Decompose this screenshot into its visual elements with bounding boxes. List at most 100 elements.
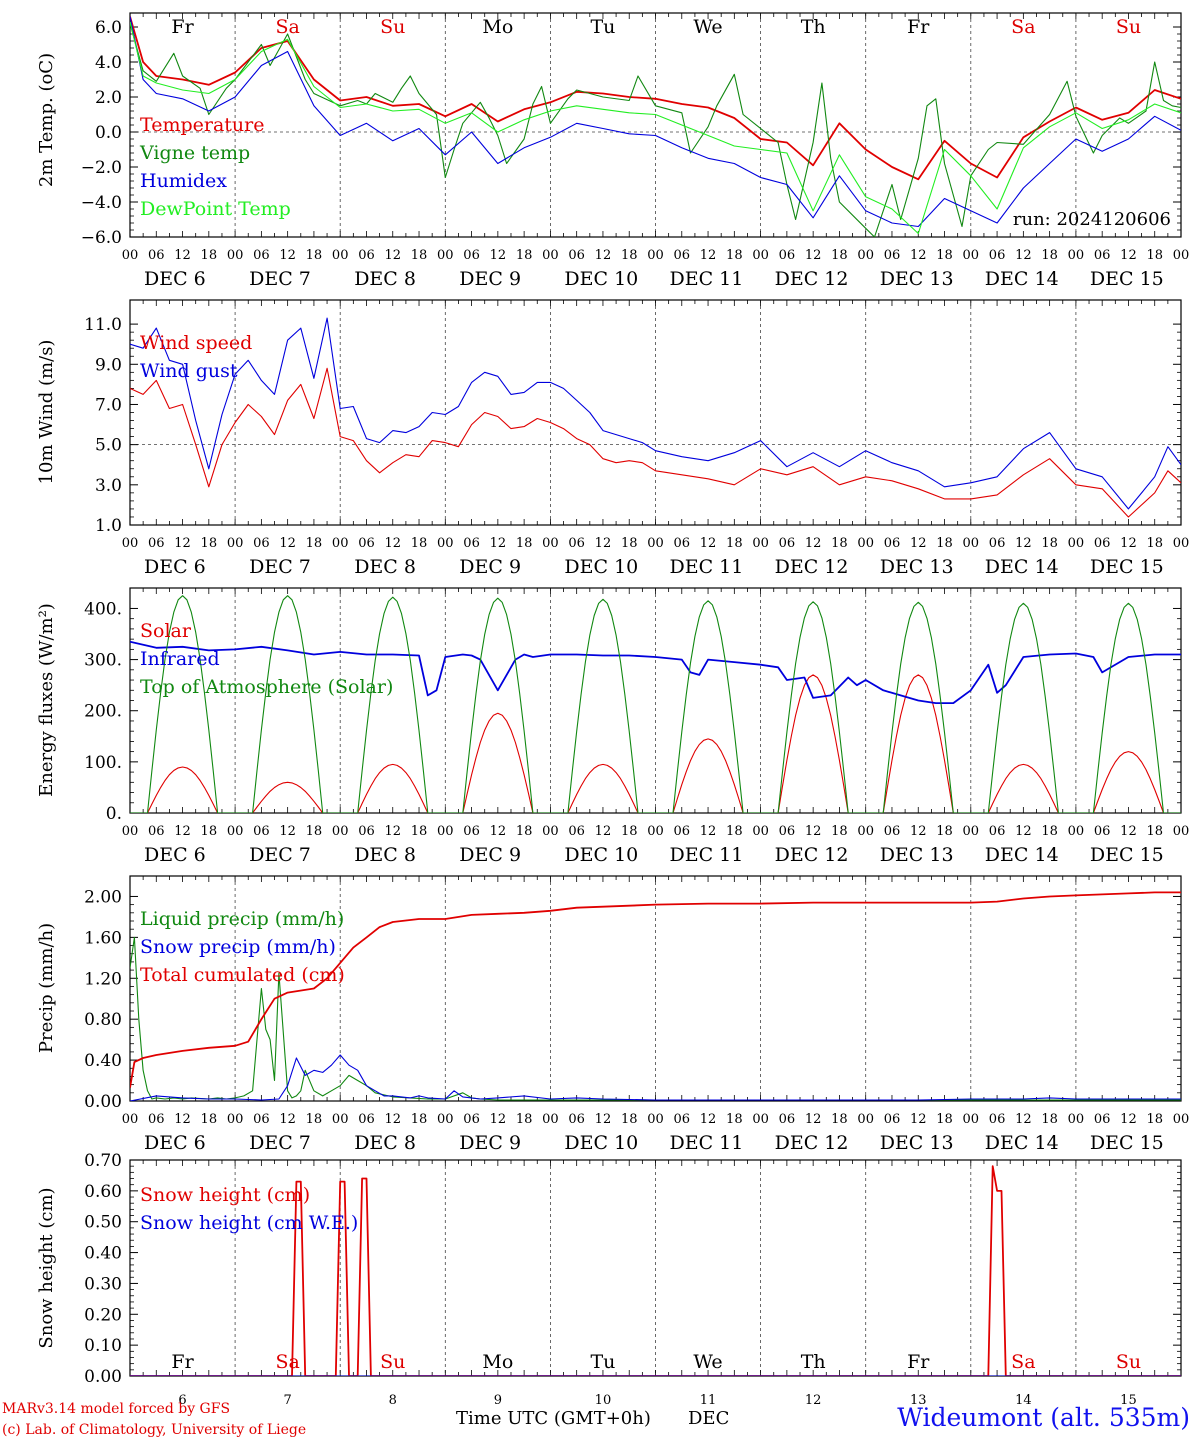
- hour-tick-label: 00: [1068, 248, 1085, 263]
- hour-tick-label: 00: [647, 536, 664, 551]
- hour-tick-label: 12: [279, 536, 296, 551]
- y-axis-label: 2m Temp. (oC): [36, 53, 57, 187]
- legend-entry: Snow height (cm W.E.): [140, 1212, 358, 1234]
- hour-tick-label: 06: [989, 1112, 1006, 1127]
- day-number-label: 15: [1120, 1393, 1137, 1408]
- date-label: DEC 8: [354, 1132, 416, 1154]
- hour-tick-label: 06: [1094, 824, 1111, 839]
- date-label: DEC 10: [564, 556, 638, 578]
- y-tick-label: 400.: [84, 599, 122, 619]
- hour-tick-label: 18: [516, 536, 533, 551]
- y-tick-label: 5.0: [95, 436, 122, 456]
- hour-tick-label: 12: [595, 824, 612, 839]
- hour-tick-label: 00: [1173, 248, 1190, 263]
- date-label: DEC 7: [249, 1132, 311, 1154]
- hour-tick-label: 06: [989, 536, 1006, 551]
- y-tick-label: 0.50: [84, 1213, 122, 1233]
- day-number-label: 10: [595, 1393, 612, 1408]
- hour-tick-label: 00: [227, 248, 244, 263]
- hour-tick-label: 12: [805, 824, 822, 839]
- date-label: DEC 6: [144, 556, 206, 578]
- hour-tick-label: 06: [674, 824, 691, 839]
- date-label: DEC 7: [249, 844, 311, 866]
- hour-tick-label: 06: [779, 824, 796, 839]
- hour-tick-label: 06: [884, 824, 901, 839]
- weekday-label: Su: [380, 1351, 405, 1373]
- hour-tick-label: 00: [332, 536, 349, 551]
- hour-tick-label: 06: [568, 824, 585, 839]
- hour-tick-label: 06: [253, 824, 270, 839]
- hour-tick-label: 06: [358, 824, 375, 839]
- date-label: DEC 9: [459, 1132, 521, 1154]
- panel-wind: 11.0 9.0 7.0 5.0 3.0 1.0 10m Wind (m/s) 00 06 12 1…: [36, 299, 1190, 578]
- weekday-label: Mo: [482, 1351, 513, 1373]
- y-tick-label: 1.0: [95, 516, 122, 536]
- date-label: DEC 14: [985, 556, 1059, 578]
- weekday-label: Mo: [482, 16, 513, 38]
- hour-tick-label: 00: [647, 1112, 664, 1127]
- hour-tick-label: 12: [174, 1112, 191, 1127]
- panel-temp: 6.0 4.0 2.0 0.0 −2.0 −4.0 −6.0 2m Temp. (oC) 00 0…: [36, 12, 1190, 290]
- hour-tick-label: 12: [1120, 536, 1137, 551]
- weekday-label: Fr: [171, 16, 194, 38]
- hour-tick-label: 00: [227, 536, 244, 551]
- hour-tick-label: 00: [437, 1112, 454, 1127]
- hour-tick-label: 18: [201, 248, 218, 263]
- hour-tick-label: 00: [437, 248, 454, 263]
- hour-tick-label: 12: [700, 1112, 717, 1127]
- hour-tick-label: 06: [1094, 248, 1111, 263]
- hour-tick-label: 00: [752, 248, 769, 263]
- hour-tick-label: 12: [805, 1112, 822, 1127]
- hour-tick-label: 18: [831, 1112, 848, 1127]
- date-label: DEC 8: [354, 556, 416, 578]
- hour-tick-label: 18: [1041, 536, 1058, 551]
- hour-tick-label: 06: [358, 1112, 375, 1127]
- weekday-label: Tu: [590, 1351, 615, 1373]
- legend-entry: Humidex: [140, 170, 227, 192]
- panel-energy: 400. 300. 200. 100. 0. Energy fluxes (W/m²) 00…: [36, 587, 1189, 866]
- weekday-label: We: [693, 16, 722, 38]
- panel-snow: 0.70 0.60 0.50 0.40 0.30 0.20 0.10 0.00 Snow hei…: [36, 1151, 1182, 1408]
- series-line-humidex: [130, 16, 1181, 228]
- date-label: DEC 14: [985, 844, 1059, 866]
- hour-tick-label: 00: [647, 248, 664, 263]
- hour-tick-label: 00: [332, 248, 349, 263]
- weekday-label: Fr: [171, 1351, 194, 1373]
- y-tick-label: 0.10: [84, 1336, 122, 1356]
- run-label: run: 2024120606: [1013, 209, 1171, 230]
- hour-tick-label: 00: [542, 536, 559, 551]
- hour-tick-label: 00: [752, 536, 769, 551]
- y-tick-label: 100.: [84, 753, 122, 773]
- series-group: [130, 595, 1181, 813]
- hour-tick-label: 18: [936, 248, 953, 263]
- hour-tick-label: 12: [384, 248, 401, 263]
- hour-tick-label: 00: [332, 824, 349, 839]
- date-label: DEC 14: [985, 1132, 1059, 1154]
- date-label: DEC 11: [670, 556, 744, 578]
- hour-tick-label: 18: [411, 536, 428, 551]
- weekday-label: Tu: [590, 16, 615, 38]
- legend-entry: Vigne temp: [139, 142, 250, 164]
- hour-tick-label: 18: [726, 1112, 743, 1127]
- hour-tick-label: 00: [1068, 1112, 1085, 1127]
- hour-tick-label: 18: [201, 824, 218, 839]
- hour-tick-label: 06: [568, 1112, 585, 1127]
- legend-entry: Liquid precip (mm/h): [140, 908, 344, 930]
- series-line-total-cumulated-cm-: [130, 891, 1181, 1088]
- hour-tick-label: 12: [595, 536, 612, 551]
- hour-tick-label: 12: [279, 248, 296, 263]
- footer-model-line: MARv3.14 model forced by GFS: [2, 1401, 230, 1417]
- hour-tick-label: 18: [411, 248, 428, 263]
- date-label: DEC 12: [775, 556, 849, 578]
- date-label: DEC 8: [354, 844, 416, 866]
- hour-tick-label: 18: [726, 824, 743, 839]
- hour-tick-label: 06: [989, 824, 1006, 839]
- date-label: DEC 7: [249, 556, 311, 578]
- weekday-label: Su: [1116, 1351, 1141, 1373]
- hour-tick-label: 00: [1173, 536, 1190, 551]
- hour-tick-label: 18: [1041, 248, 1058, 263]
- hour-tick-label: 18: [1041, 1112, 1058, 1127]
- hour-tick-label: 12: [279, 824, 296, 839]
- series-line-wind-speed: [130, 367, 1181, 518]
